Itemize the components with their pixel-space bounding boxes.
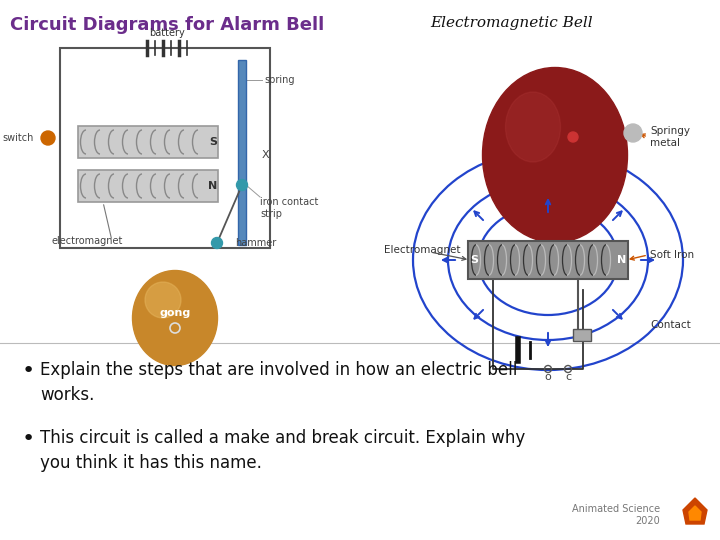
Text: Electromagnet: Electromagnet: [384, 245, 461, 255]
Bar: [573, 329, 591, 341]
Circle shape: [568, 132, 578, 142]
Polygon shape: [689, 506, 701, 520]
Text: hammer: hammer: [235, 238, 276, 248]
Bar: [60, 48, 270, 248]
Text: battery: battery: [149, 28, 185, 38]
Text: •: •: [22, 429, 35, 449]
Circle shape: [41, 131, 55, 145]
Text: Explain the steps that are involved in how an electric bell
works.: Explain the steps that are involved in h…: [40, 361, 518, 404]
Text: •: •: [22, 361, 35, 381]
Text: N: N: [617, 255, 626, 265]
Text: iron contact
strip: iron contact strip: [260, 197, 318, 219]
Circle shape: [236, 179, 248, 191]
Circle shape: [624, 124, 642, 142]
Text: Springy
metal: Springy metal: [650, 126, 690, 148]
Bar: [78, 126, 218, 158]
Text: Contact: Contact: [650, 320, 690, 330]
Bar: [468, 241, 628, 279]
Text: electromagnet: electromagnet: [52, 236, 123, 246]
Polygon shape: [683, 498, 707, 524]
Text: S: S: [209, 137, 217, 147]
Bar: [78, 170, 218, 202]
Text: gong: gong: [159, 308, 191, 318]
Circle shape: [212, 238, 222, 248]
Text: This circuit is called a make and break circuit. Explain why
you think it has th: This circuit is called a make and break …: [40, 429, 526, 472]
Circle shape: [145, 282, 181, 318]
Text: c: c: [565, 372, 571, 382]
Text: S: S: [470, 255, 478, 265]
Text: N: N: [208, 181, 217, 191]
Bar: [238, 60, 246, 245]
Ellipse shape: [482, 68, 628, 242]
Text: X: X: [262, 150, 269, 160]
Text: Soft Iron: Soft Iron: [650, 250, 694, 260]
Text: Circuit Diagrams for Alarm Bell: Circuit Diagrams for Alarm Bell: [10, 16, 324, 34]
Ellipse shape: [132, 271, 217, 366]
Text: Electromagnetic Bell: Electromagnetic Bell: [430, 16, 593, 30]
Ellipse shape: [505, 92, 560, 162]
Text: Animated Science
2020: Animated Science 2020: [572, 504, 660, 526]
Text: o: o: [544, 372, 552, 382]
Text: switch: switch: [3, 133, 34, 143]
Text: spring: spring: [264, 75, 294, 85]
